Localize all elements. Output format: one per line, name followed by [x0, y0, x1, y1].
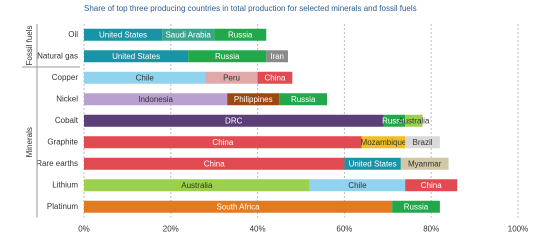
segment-label: Peru	[223, 73, 240, 82]
segment-label: Australia	[398, 116, 430, 125]
segment-label: Iran	[270, 52, 284, 61]
segment-label: United States	[112, 52, 160, 61]
bar-segment	[392, 200, 440, 213]
x-tick-label: 100%	[508, 225, 528, 233]
x-tick-label: 40%	[250, 225, 266, 233]
bar-segment	[84, 157, 345, 170]
category-label: Graphite	[47, 137, 78, 146]
chart-title: Share of top three producing countries i…	[84, 4, 417, 13]
x-tick-label: 60%	[336, 225, 352, 233]
segment-label: Russia	[228, 30, 253, 39]
segment-label: China	[212, 138, 233, 147]
category-label: Platinum	[47, 202, 78, 211]
bar-segment	[405, 114, 423, 127]
category-label: Oil	[68, 30, 78, 39]
segment-label: China	[204, 159, 225, 168]
bar-segment	[84, 136, 362, 149]
group-label: Fossil fuels	[25, 25, 34, 65]
segment-label: Myanmar	[408, 159, 442, 168]
bar-segment	[405, 136, 440, 149]
bar-segment	[84, 71, 206, 84]
x-tick-label: 80%	[423, 225, 439, 233]
segment-label: China	[421, 181, 442, 190]
bar-segment	[84, 28, 163, 41]
segment-label: Australia	[181, 181, 213, 190]
group-label: Minerals	[25, 127, 34, 157]
bar-segment	[266, 50, 288, 63]
segment-label: Brazil	[413, 138, 433, 147]
bar-segment	[405, 179, 458, 192]
segment-label: Indonesia	[138, 95, 173, 104]
segment-label: Chile	[348, 181, 367, 190]
bar-segment	[344, 157, 401, 170]
segment-label: Philippines	[234, 95, 273, 104]
segment-label: Russia	[382, 116, 407, 125]
bar-segment	[214, 28, 267, 41]
category-label: Rare earths	[36, 159, 78, 168]
bar-segment	[84, 50, 189, 63]
bar-segment	[309, 179, 406, 192]
category-label: Nickel	[56, 94, 78, 103]
bar-segment	[84, 114, 384, 127]
bar-segment	[361, 136, 406, 149]
bar-segment	[227, 93, 280, 106]
bar-segment	[188, 50, 267, 63]
x-tick-label: 0%	[78, 225, 90, 233]
segment-label: Russia	[404, 202, 429, 211]
segment-label: South Africa	[216, 202, 260, 211]
segment-label: Saudi Arabia	[165, 30, 211, 39]
bar-segment	[383, 114, 406, 127]
segment-label: DRC	[225, 116, 243, 125]
category-label: Copper	[52, 73, 79, 82]
bar-segment	[257, 71, 293, 84]
x-tick-label: 20%	[163, 225, 179, 233]
segment-label: Mozambique	[361, 138, 407, 147]
category-label: Lithium	[52, 180, 78, 189]
bar-segment	[400, 157, 449, 170]
segment-label: United States	[99, 30, 147, 39]
bar-segment	[205, 71, 258, 84]
category-label: Natural gas	[37, 51, 78, 60]
bar-segment	[84, 200, 393, 213]
chart: Share of top three producing countries i…	[22, 4, 528, 233]
segment-label: Chile	[136, 73, 155, 82]
bar-segment	[84, 93, 228, 106]
segment-label: China	[265, 73, 286, 82]
bar-segment	[162, 28, 215, 41]
segment-label: Russia	[215, 52, 240, 61]
bar-segment	[84, 179, 310, 192]
segment-label: United States	[349, 159, 397, 168]
segment-label: Russia	[291, 95, 316, 104]
category-label: Cobalt	[55, 116, 79, 125]
bar-segment	[279, 93, 328, 106]
